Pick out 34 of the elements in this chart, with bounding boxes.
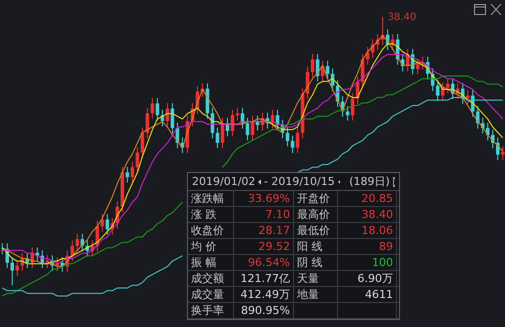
annotation: 38.40 bbox=[338, 207, 397, 222]
annotation: 2019/01/02 bbox=[192, 175, 256, 188]
annotation: 成交额 bbox=[188, 271, 234, 286]
text: 412.49万 bbox=[240, 288, 290, 301]
annotation: 89 bbox=[338, 239, 397, 254]
annotation: 阳 线 bbox=[294, 239, 338, 254]
annotation: 天量 bbox=[294, 271, 338, 286]
text: 4611 bbox=[365, 288, 393, 301]
annotation: 18.06 bbox=[338, 223, 397, 238]
annotation: - 2019/10/15 bbox=[264, 175, 335, 188]
text: 地量 bbox=[297, 288, 319, 301]
annotation: 收盘价 bbox=[188, 223, 234, 238]
text: 成交量 bbox=[191, 288, 224, 301]
annotation: 28.17 bbox=[234, 223, 294, 238]
annotation: 100 bbox=[338, 255, 397, 270]
annotation: 6.90万 bbox=[338, 271, 397, 286]
text: 换手率 bbox=[191, 304, 224, 317]
annotation: 振 幅 bbox=[188, 255, 234, 270]
annotation: 涨跌幅 bbox=[188, 191, 234, 206]
annotation: 7.10 bbox=[234, 207, 294, 222]
annotation: 96.54% bbox=[234, 255, 294, 270]
annotation: 121.77亿 bbox=[234, 271, 294, 286]
annotation: 开盘价 bbox=[294, 191, 338, 206]
text: 890.95% bbox=[241, 304, 290, 317]
annotation: 均 价 bbox=[188, 239, 234, 254]
annotation: 20.85 bbox=[338, 191, 397, 206]
annotation: 最低价 bbox=[294, 223, 338, 238]
annotation: 最高价 bbox=[294, 207, 338, 222]
annotation: 38.40 bbox=[388, 12, 416, 23]
annotation: (189日) bbox=[349, 174, 390, 189]
annotation: 涨 跌 bbox=[188, 207, 234, 222]
annotation: 33.69% bbox=[234, 191, 294, 206]
annotation: 阴 线 bbox=[294, 255, 338, 270]
annotation: 29.52 bbox=[234, 239, 294, 254]
